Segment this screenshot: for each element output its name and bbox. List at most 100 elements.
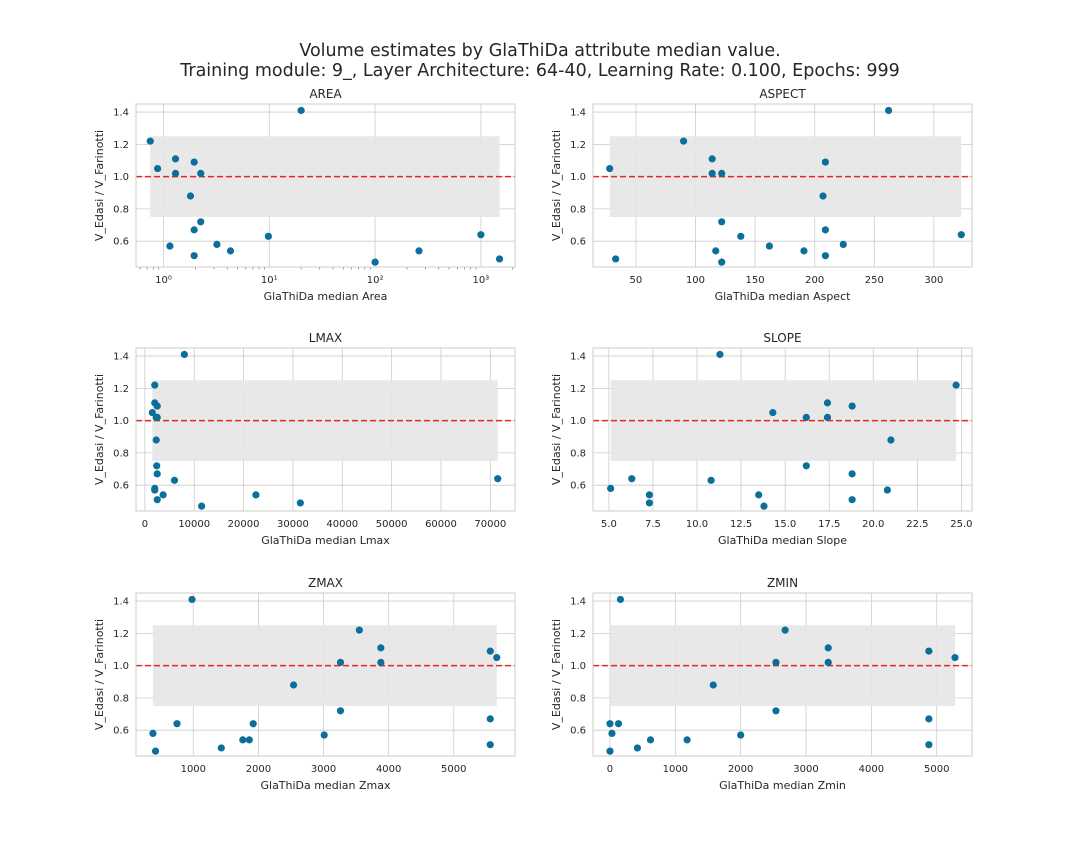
lmax-data-point [180, 350, 188, 359]
zmin-data-point [951, 653, 959, 662]
slope-axes-frame [592, 347, 973, 512]
slope-y-tick-label: 1.4 [570, 352, 586, 363]
zmax-data-point [217, 744, 225, 752]
subplot-zmax: 1000 2000 3000 4000 5000 0.6 0.8 1.0 1.2 1.4 ZMAX G… [93, 576, 516, 792]
zmax-data-point [355, 626, 363, 634]
zmin-data-point [709, 681, 717, 689]
area-data-point [371, 258, 379, 266]
zmin-data-point [925, 715, 933, 723]
slope-x-tick-label: 7.5 [645, 519, 661, 530]
area-data-point [477, 231, 485, 239]
aspect-data-point [884, 106, 893, 115]
slope-data-point [755, 491, 763, 499]
zmax-data-point [173, 720, 181, 728]
area-data-point [197, 169, 205, 177]
slope-x-axis-label: GlaThiDa median Slope [718, 534, 847, 547]
aspect-data-point [819, 192, 827, 200]
zmax-axes-frame [135, 592, 516, 757]
subplot-grid: 10⁰ 10¹ 10² 10³ 0.6 0.8 1.0 1.2 1.4 AREA GlaThiDa … [93, 87, 973, 792]
zmax-data-point [239, 736, 247, 744]
area-y-tick-label: 1.0 [113, 172, 129, 183]
area-y-tick-label: 1.4 [113, 108, 129, 119]
zmin-y-axis-label: V_Edasi / V_Farinotti [550, 619, 563, 730]
lmax-data-point [153, 402, 161, 410]
zmin-data-point [824, 644, 832, 652]
zmax-x-tick-label: 1000 [181, 764, 206, 775]
aspect-x-tick-label: 200 [805, 275, 824, 286]
aspect-data-point [839, 240, 847, 249]
area-y-tick-label: 0.8 [113, 204, 129, 215]
zmin-data-point [925, 741, 933, 749]
slope-panel-title: SLOPE [763, 331, 801, 345]
lmax-y-tick-label: 0.6 [113, 481, 129, 492]
lmax-data-point [148, 408, 156, 417]
subplot-lmax: 0 10000 20000 30000 40000 50000 60000 70000 0.6 0… [93, 331, 516, 547]
slope-data-point [848, 402, 856, 410]
lmax-x-axis-label: GlaThiDa median Lmax [261, 534, 390, 547]
zmax-data-point [249, 720, 257, 728]
zmin-data-point [781, 626, 789, 634]
slope-data-point [848, 496, 856, 504]
area-data-point [297, 106, 305, 115]
aspect-axes-frame [592, 103, 973, 268]
aspect-data-point [821, 158, 830, 166]
lmax-y-tick-label: 0.8 [113, 448, 129, 459]
area-x-tick-label: 10¹ [261, 275, 278, 286]
lmax-x-tick-label: 50000 [376, 519, 408, 530]
slope-x-tick-label: 10.0 [686, 519, 708, 530]
slope-data-point [883, 486, 891, 494]
zmax-x-tick-label: 3000 [311, 764, 336, 775]
zmax-y-tick-label: 1.0 [113, 661, 129, 672]
zmin-y-tick-label: 1.4 [570, 597, 586, 608]
aspect-data-point [957, 231, 965, 239]
lmax-data-point [494, 475, 502, 483]
aspect-data-point [708, 169, 716, 177]
aspect-x-tick-label: 250 [865, 275, 884, 286]
subplot-zmin: 0 1000 2000 3000 4000 5000 0.6 0.8 1.0 1.2 1.4 ZMIN… [550, 576, 973, 792]
area-data-point [166, 242, 174, 250]
aspect-data-point [712, 247, 720, 255]
aspect-data-point [708, 155, 716, 163]
slope-x-tick-label: 15.0 [774, 519, 796, 530]
area-data-point [190, 158, 198, 166]
zmax-data-point [245, 736, 253, 744]
zmax-y-tick-label: 1.4 [113, 597, 129, 608]
aspect-data-point [800, 247, 808, 255]
lmax-y-tick-label: 1.2 [113, 384, 129, 395]
slope-data-point [707, 476, 715, 484]
zmin-x-tick-label: 5000 [924, 764, 949, 775]
lmax-data-point [151, 381, 159, 389]
slope-data-point [645, 499, 654, 507]
lmax-x-tick-label: 10000 [178, 519, 210, 530]
aspect-data-point [606, 164, 614, 173]
zmax-data-point [289, 681, 298, 689]
aspect-data-point [821, 252, 830, 260]
area-data-point [264, 232, 272, 240]
aspect-data-point [718, 218, 726, 226]
slope-data-point [760, 502, 768, 510]
zmin-data-point [925, 647, 933, 655]
slope-y-axis-label: V_Edasi / V_Farinotti [550, 374, 563, 485]
aspect-data-point [737, 232, 745, 240]
zmin-data-point [683, 736, 691, 744]
slope-data-point [769, 408, 777, 417]
aspect-data-point [765, 242, 773, 250]
area-data-point [190, 226, 198, 234]
slope-data-point [848, 470, 856, 478]
aspect-y-tick-label: 0.8 [570, 204, 586, 215]
zmin-x-tick-label: 2000 [728, 764, 753, 775]
slope-x-tick-label: 25.0 [950, 519, 972, 530]
aspect-y-tick-label: 1.4 [570, 108, 586, 119]
slope-data-point [887, 436, 895, 444]
lmax-y-tick-label: 1.0 [113, 416, 129, 427]
slope-x-tick-label: 5.0 [601, 519, 617, 530]
aspect-x-tick-label: 300 [924, 275, 943, 286]
zmax-data-point [486, 715, 494, 723]
aspect-y-axis-label: V_Edasi / V_Farinotti [550, 130, 563, 241]
slope-data-point [607, 484, 615, 493]
lmax-x-tick-label: 70000 [474, 519, 506, 530]
zmin-data-point [608, 729, 616, 738]
lmax-data-point [170, 476, 179, 484]
area-panel-title: AREA [309, 87, 342, 101]
zmin-x-tick-label: 1000 [663, 764, 688, 775]
